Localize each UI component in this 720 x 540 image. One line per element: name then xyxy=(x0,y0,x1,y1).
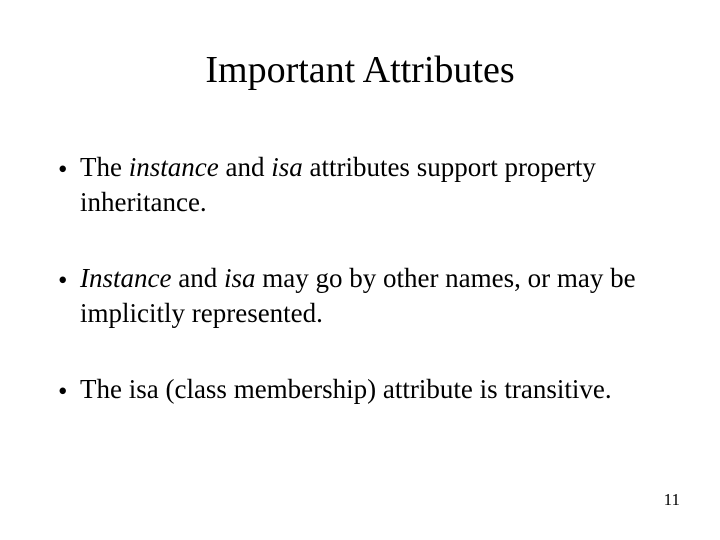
slide-body: •The instance and isa attributes support… xyxy=(58,150,660,451)
bullet-dot-icon: • xyxy=(58,372,80,409)
bullet-dot-icon: • xyxy=(58,261,80,298)
bullet-text: Instance and isa may go by other names, … xyxy=(80,261,660,330)
bullet-item: •Instance and isa may go by other names,… xyxy=(58,261,660,330)
bullet-text: The instance and isa attributes support … xyxy=(80,150,660,219)
slide-title: Important Attributes xyxy=(0,48,720,92)
slide: Important Attributes •The instance and i… xyxy=(0,0,720,540)
bullet-text: The isa (class membership) attribute is … xyxy=(80,372,660,407)
bullet-dot-icon: • xyxy=(58,150,80,187)
bullet-item: •The isa (class membership) attribute is… xyxy=(58,372,660,409)
page-number: 11 xyxy=(664,490,680,510)
bullet-item: •The instance and isa attributes support… xyxy=(58,150,660,219)
